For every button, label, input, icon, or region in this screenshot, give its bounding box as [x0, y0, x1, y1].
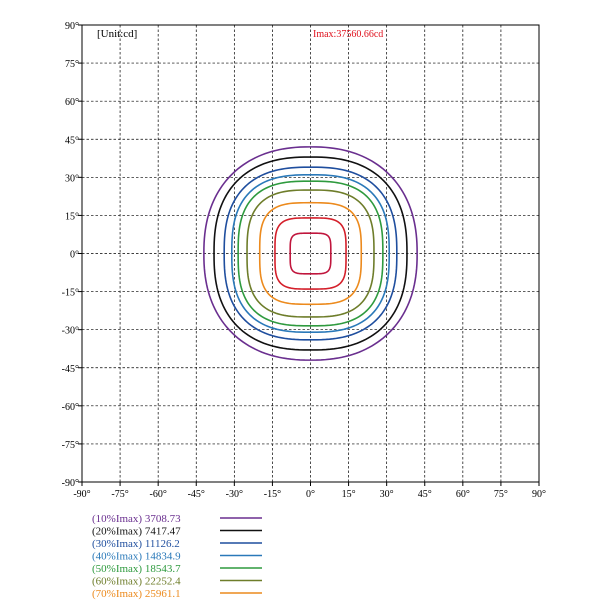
x-tick-label: 90° — [532, 489, 546, 500]
legend: (10%Imax) 3708.73(20%Imax) 7417.47(30%Im… — [92, 513, 262, 600]
y-axis-ticks: 90° 75° 60° 45° 30° 15° 0° -15° -30° -45° -60° -75°… — [62, 21, 82, 489]
y-tick-label: -30° — [62, 326, 79, 337]
imax-label: Imax:37560.66cd — [313, 29, 383, 40]
legend-entry-label: (30%Imax) 11126.2 — [92, 538, 180, 550]
x-tick-label: -75° — [111, 489, 128, 500]
x-tick-label: -30° — [226, 489, 243, 500]
legend-entry-label: (70%Imax) 25961.1 — [92, 588, 181, 600]
y-tick-label: 60° — [65, 97, 79, 108]
x-tick-label: 0° — [306, 489, 315, 500]
y-tick-label: -45° — [62, 364, 79, 375]
contour-line — [213, 156, 408, 351]
x-tick-label: 60° — [456, 489, 470, 500]
y-tick-label: 30° — [65, 173, 79, 184]
y-tick-label: 15° — [65, 211, 79, 222]
contour-line — [289, 232, 332, 275]
contour-line — [246, 189, 375, 318]
contour-line — [237, 180, 384, 327]
legend-entry-label: (40%Imax) 14834.9 — [92, 551, 181, 563]
contour-line — [203, 146, 418, 361]
contour-line — [274, 217, 347, 290]
x-tick-label: 75° — [494, 489, 508, 500]
x-tick-label: -90° — [73, 489, 90, 500]
y-tick-label: -90° — [62, 478, 79, 489]
contour-line — [223, 166, 398, 341]
y-tick-label: -15° — [62, 288, 79, 299]
legend-entry-label: (60%Imax) 22252.4 — [92, 576, 181, 588]
x-tick-label: 45° — [418, 489, 432, 500]
legend-entry-label: (50%Imax) 18543.7 — [92, 563, 181, 575]
y-tick-label: -75° — [62, 440, 79, 451]
x-tick-label: -15° — [264, 489, 281, 500]
x-tick-label: 15° — [342, 489, 356, 500]
y-tick-label: 0° — [70, 250, 79, 261]
y-tick-label: -60° — [62, 402, 79, 413]
contour-lines — [203, 146, 418, 361]
y-tick-label: 90° — [65, 21, 79, 32]
y-tick-label: 45° — [65, 135, 79, 146]
unit-label: [Unit:cd] — [97, 28, 137, 40]
x-tick-label: -60° — [149, 489, 166, 500]
x-tick-label: -45° — [188, 489, 205, 500]
contour-line — [230, 173, 391, 334]
contour-line — [258, 201, 363, 306]
x-tick-label: 30° — [380, 489, 394, 500]
legend-entry-label: (10%Imax) 3708.73 — [92, 513, 181, 525]
legend-entry-label: (20%Imax) 7417.47 — [92, 526, 181, 538]
y-tick-label: 75° — [65, 59, 79, 70]
x-axis-ticks: -90° -75° -60° -45° -30° -15° 0° 15° 30° 45° 60° 75… — [73, 482, 546, 500]
